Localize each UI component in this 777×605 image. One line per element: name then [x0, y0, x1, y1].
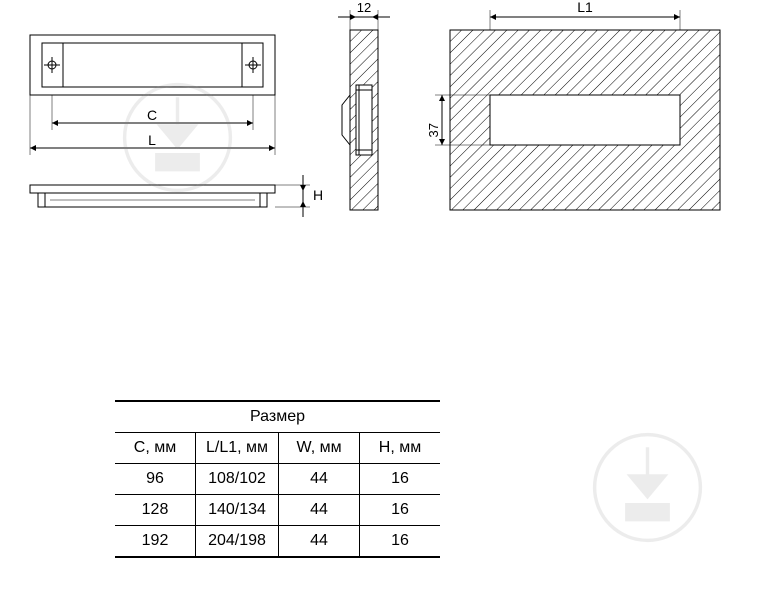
- table-row: 96108/1024416: [115, 464, 440, 495]
- col-header: W, мм: [279, 433, 360, 464]
- col-header: L/L1, мм: [196, 433, 279, 464]
- technical-drawing: C L H 12: [0, 0, 777, 300]
- watermark-icon: [590, 430, 705, 545]
- dim-l-label: L: [148, 132, 156, 148]
- table-title: Размер: [115, 401, 440, 433]
- dim-37-label: 37: [426, 123, 441, 137]
- dim-12-label: 12: [357, 0, 371, 15]
- size-table: Размер C, мм L/L1, мм W, мм H, мм 96108/…: [115, 400, 440, 558]
- side-profile: 12: [338, 0, 390, 210]
- dim-l1-label: L1: [577, 0, 593, 15]
- table-header-row: C, мм L/L1, мм W, мм H, мм: [115, 433, 440, 464]
- col-header: H, мм: [360, 433, 441, 464]
- col-header: C, мм: [115, 433, 196, 464]
- front-view: C L: [30, 35, 275, 155]
- bottom-view: H: [30, 175, 323, 217]
- plan-view: L1 37: [426, 0, 720, 210]
- dim-c-label: C: [147, 107, 157, 123]
- table-row: 192204/1984416: [115, 526, 440, 558]
- dim-h-label: H: [313, 187, 323, 203]
- table-row: 128140/1344416: [115, 495, 440, 526]
